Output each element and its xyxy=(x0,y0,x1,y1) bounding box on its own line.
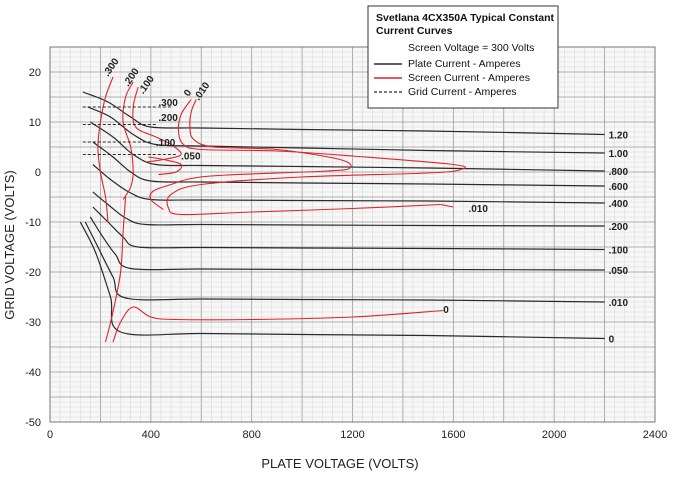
plate-curve xyxy=(84,221,605,303)
x-tick-label: 1600 xyxy=(441,429,465,441)
y-tick-label: -50 xyxy=(25,417,41,429)
screen-curve xyxy=(149,99,352,210)
plate-curve-label: .800 xyxy=(609,167,629,178)
legend-screen-label: Screen Current - Amperes xyxy=(408,72,530,84)
screen-curve xyxy=(112,306,444,343)
plate-curve xyxy=(87,106,605,154)
x-tick-label: 1200 xyxy=(340,429,364,441)
curve-annotation: 0 xyxy=(443,305,449,316)
plot-border xyxy=(49,46,656,423)
plate-curve xyxy=(89,216,605,271)
plate-curve-label: .200 xyxy=(609,222,629,233)
x-tick-label: 0 xyxy=(47,429,53,441)
x-tick-label: 800 xyxy=(242,429,260,441)
legend-plate-label: Plate Current - Amperes xyxy=(408,58,521,70)
plate-curve-label: .050 xyxy=(609,266,629,277)
x-tick-label: 2400 xyxy=(643,429,667,441)
screen-curve xyxy=(166,99,467,216)
plate-curve xyxy=(92,164,605,204)
legend-box xyxy=(367,5,559,109)
plate-curve-label: .400 xyxy=(609,199,629,210)
legend-title: Svetlana 4CX350A Typical Constant Current… xyxy=(376,12,554,37)
y-tick-label: 0 xyxy=(35,167,41,179)
plate-curve-label: 1.00 xyxy=(609,149,629,160)
y-tick-label: -40 xyxy=(25,367,41,379)
curve-layer: 1.20 1.00 .800 .600 .400 .200 .100 .050 .010 0 xyxy=(79,76,629,346)
screen-curve xyxy=(97,76,114,223)
x-axis-title: PLATE VOLTAGE (VOLTS) xyxy=(261,456,418,471)
screen-curve xyxy=(122,81,134,200)
screen-curve xyxy=(104,196,127,343)
y-tick-label: 10 xyxy=(29,117,41,129)
y-tick-label: 20 xyxy=(29,67,41,79)
plate-curve-label: .600 xyxy=(609,182,629,193)
curve-annotation: .100 xyxy=(156,138,176,149)
grid-layer xyxy=(49,46,656,423)
y-axis-title: GRID VOLTAGE (VOLTS) xyxy=(2,170,17,320)
curve-annotation: 0 xyxy=(182,87,194,98)
plate-curve-label: 0 xyxy=(609,335,615,346)
plate-curve xyxy=(79,221,605,340)
legend-grid-label: Grid Current - Amperes xyxy=(408,86,517,98)
x-tick-label: 400 xyxy=(142,429,160,441)
curve-annotation: .300 xyxy=(158,98,178,109)
curve-annotation: .050 xyxy=(181,152,201,163)
screen-curve xyxy=(132,86,182,163)
x-tick-label: 2000 xyxy=(542,429,566,441)
y-tick-label: -20 xyxy=(25,267,41,279)
plate-curve-label: .100 xyxy=(609,246,629,257)
screen-curve xyxy=(148,156,183,176)
plate-curve-label: .010 xyxy=(609,298,629,309)
legend-condition: Screen Voltage = 300 Volts xyxy=(408,42,534,54)
y-tick-label: -10 xyxy=(25,217,41,229)
curve-annotation: .200 xyxy=(158,113,178,124)
y-tick-label: -30 xyxy=(25,317,41,329)
legend: Svetlana 4CX350A Typical Constant Current… xyxy=(367,5,559,109)
plate-curve xyxy=(89,121,605,172)
plate-curve xyxy=(92,206,605,251)
plate-curve xyxy=(82,91,605,136)
plate-curve-label: 1.20 xyxy=(609,131,629,142)
curve-annotation: .010 xyxy=(468,204,488,215)
screen-curve xyxy=(440,203,454,208)
tick-layer: 0 400 800 1200 1600 2000 2400 20 10 0 -10 -20 -30 -40… xyxy=(25,67,667,441)
plate-curve xyxy=(92,141,605,187)
plate-curve xyxy=(92,191,605,227)
